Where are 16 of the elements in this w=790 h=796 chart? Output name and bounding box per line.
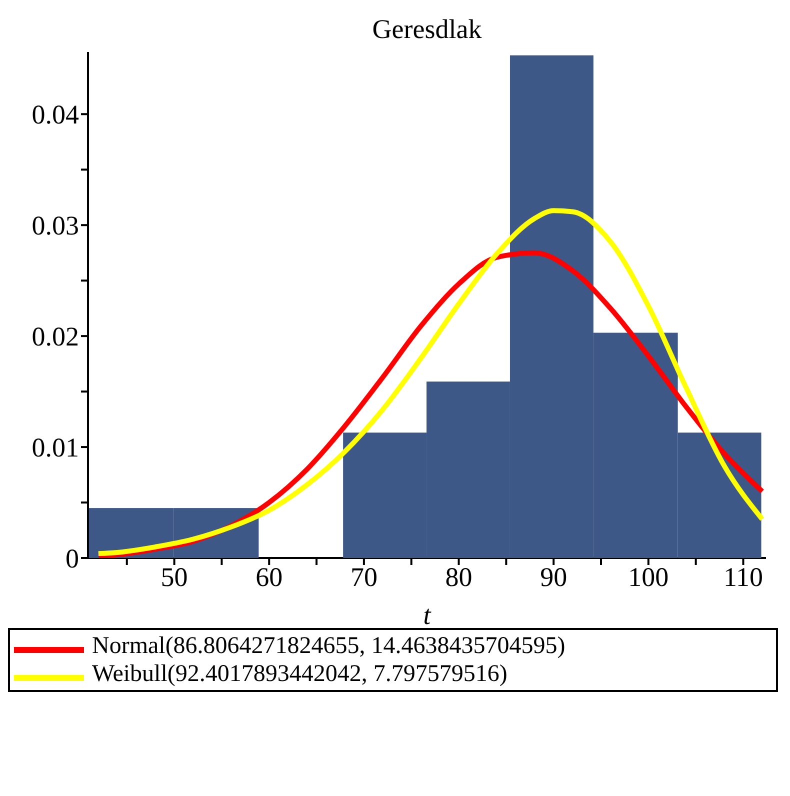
y-tick-label: 0.01 bbox=[32, 432, 79, 463]
x-tick-label: 80 bbox=[445, 562, 472, 592]
x-tick-label: 50 bbox=[160, 562, 188, 592]
y-tick-label: 0.02 bbox=[32, 322, 79, 352]
y-tick-label: 0.04 bbox=[32, 100, 80, 130]
chart-title: Geresdlak bbox=[371, 14, 483, 45]
legend-label: Weibull(92.4017893442042, 7.797579516) bbox=[92, 660, 508, 688]
x-tick-label: 70 bbox=[350, 562, 378, 592]
y-tick-label: 0 bbox=[66, 544, 79, 574]
x-tick-label: 60 bbox=[256, 562, 283, 592]
x-tick-label: 100 bbox=[628, 562, 669, 592]
legend-label: Normal(86.8064271824655, 14.4638435704595) bbox=[92, 632, 566, 660]
x-axis-title: t bbox=[423, 600, 432, 630]
y-tick-label: 0.03 bbox=[32, 210, 79, 241]
x-tick-label: 90 bbox=[540, 562, 568, 592]
x-tick-label: 110 bbox=[723, 562, 763, 592]
